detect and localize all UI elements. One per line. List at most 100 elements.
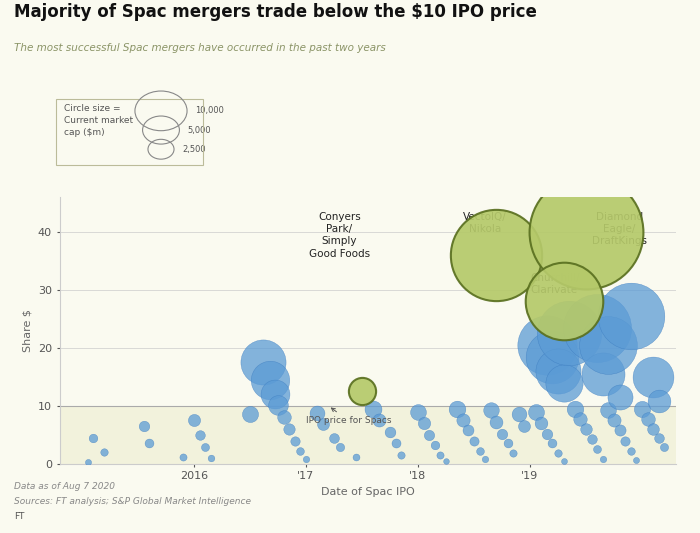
Point [435, 451, 446, 459]
Point [496, 429, 507, 438]
Point [258, 358, 269, 367]
Y-axis label: Share $: Share $ [22, 309, 32, 352]
Text: 10,000: 10,000 [195, 107, 224, 115]
Point [424, 431, 435, 439]
Point [552, 367, 564, 375]
Text: Data as of Aug 7 2020: Data as of Aug 7 2020 [14, 482, 115, 491]
Point [265, 375, 276, 384]
Point [356, 387, 368, 395]
Point [284, 425, 295, 433]
Text: 2,500: 2,500 [183, 145, 206, 154]
Point [194, 431, 205, 439]
Point [82, 458, 93, 466]
Point [429, 441, 440, 449]
Point [580, 425, 592, 433]
Point [558, 457, 569, 465]
Text: Conyers
Park/
Simply
Good Foods: Conyers Park/ Simply Good Foods [309, 212, 370, 259]
Text: 5,000: 5,000 [188, 126, 211, 134]
Text: IPO price for Spacs: IPO price for Spacs [306, 408, 391, 425]
Text: FT: FT [14, 512, 24, 521]
Point [177, 453, 188, 461]
Point [334, 443, 345, 452]
Point [603, 341, 614, 349]
Point [536, 419, 547, 427]
Point [569, 405, 580, 413]
Point [457, 416, 468, 424]
Point [300, 455, 312, 463]
Point [592, 324, 603, 332]
Bar [60, 406, 676, 464]
Point [328, 433, 339, 442]
Point [564, 329, 575, 337]
Point [144, 439, 155, 448]
Point [631, 456, 642, 464]
Point [491, 418, 502, 426]
Text: VectoIQ/
Nikola: VectoIQ/ Nikola [463, 212, 507, 234]
Point [659, 443, 670, 452]
Point [575, 414, 586, 423]
Point [608, 416, 620, 424]
Point [519, 422, 530, 430]
Point [269, 390, 280, 399]
Point [625, 312, 636, 320]
Point [368, 405, 379, 413]
Text: Circle size =
Current market
cap ($m): Circle size = Current market cap ($m) [64, 104, 133, 137]
Point [541, 341, 552, 349]
Point [199, 443, 211, 452]
Point [653, 433, 664, 442]
Point [491, 251, 502, 260]
X-axis label: Date of Spac IPO: Date of Spac IPO [321, 487, 414, 497]
Point [586, 435, 597, 443]
Point [440, 457, 452, 466]
Point [547, 439, 558, 448]
Point [295, 447, 306, 455]
Text: Majority of Spac mergers trade below the $10 IPO price: Majority of Spac mergers trade below the… [14, 3, 537, 21]
Point [592, 445, 603, 454]
Point [508, 449, 519, 457]
Point [614, 426, 625, 434]
Point [547, 352, 558, 361]
Point [188, 416, 199, 424]
Point [205, 454, 216, 462]
Point [278, 413, 289, 422]
Point [468, 437, 480, 445]
Point [597, 455, 608, 463]
Point [502, 439, 513, 448]
Point [384, 427, 395, 436]
Point [88, 433, 99, 442]
Point [513, 410, 524, 419]
Point [395, 451, 407, 459]
Point [558, 378, 569, 387]
Point [463, 426, 474, 434]
Point [418, 419, 429, 427]
Point [648, 373, 659, 381]
Text: Sources: FT analysis; S&P Global Market Intelligence: Sources: FT analysis; S&P Global Market … [14, 497, 251, 506]
Point [373, 416, 384, 424]
Point [138, 422, 149, 430]
Point [558, 297, 569, 306]
Point [272, 400, 284, 409]
Point [312, 408, 323, 417]
Point [552, 449, 564, 457]
Text: Churchill/
Clarivate: Churchill/ Clarivate [530, 272, 580, 295]
Point [390, 439, 401, 448]
Point [636, 405, 648, 413]
Text: The most successful Spac mergers have occurred in the past two years: The most successful Spac mergers have oc… [14, 43, 386, 53]
Point [625, 447, 636, 455]
Point [244, 410, 256, 419]
Point [99, 448, 110, 456]
Point [480, 455, 491, 463]
Point [653, 397, 664, 406]
Point [597, 370, 608, 378]
Point [452, 405, 463, 413]
Point [648, 425, 659, 433]
Point [485, 406, 496, 415]
Text: Diamond
Eagle/
DraftKings: Diamond Eagle/ DraftKings [592, 212, 647, 246]
Point [620, 437, 631, 445]
Point [317, 420, 328, 429]
Point [351, 453, 362, 461]
Point [580, 228, 592, 236]
Point [541, 429, 552, 438]
Point [474, 447, 485, 455]
Point [289, 437, 300, 445]
